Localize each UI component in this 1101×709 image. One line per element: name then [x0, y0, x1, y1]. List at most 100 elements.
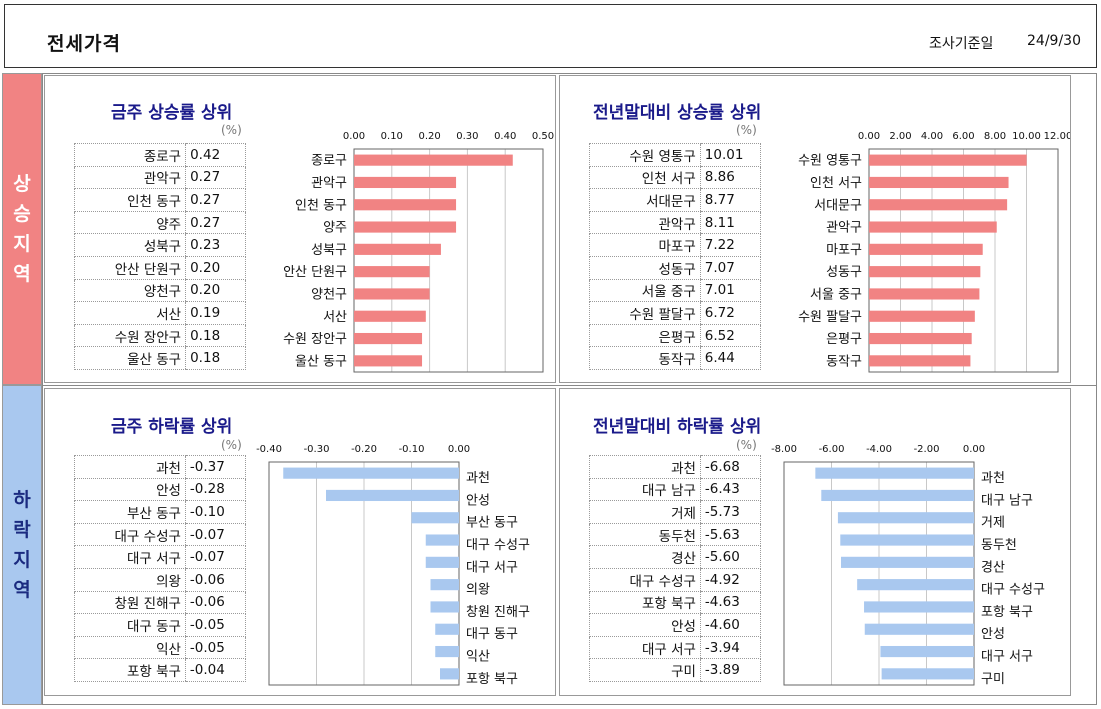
rate-value: -4.92	[699, 567, 762, 592]
tick-label: 0.40	[494, 131, 516, 142]
bar	[857, 579, 974, 591]
rate-value: 7.01	[699, 278, 762, 303]
bar	[880, 645, 974, 658]
table-row: 수원 장안구 0.18	[73, 323, 246, 348]
region-name: 창원 진해구	[74, 590, 186, 615]
bar	[354, 310, 426, 322]
tick-label: 2.00	[889, 131, 911, 142]
tick-label: 0.00	[963, 444, 985, 455]
tick-label: -0.40	[256, 444, 282, 455]
tick-label: 0.00	[858, 131, 880, 142]
bar	[425, 556, 459, 568]
plot-frame	[868, 148, 1059, 373]
category-label: 인천 동구	[295, 198, 347, 213]
table-row: 서산 0.19	[73, 301, 246, 325]
table-row: 안성 -0.28	[74, 477, 247, 502]
bar	[840, 534, 974, 546]
category-label: 대구 서구	[981, 649, 1033, 664]
bar	[869, 176, 1009, 189]
category-label: 포항 북구	[466, 672, 518, 687]
rate-value: 7.22	[699, 233, 762, 257]
rate-value: 0.42	[185, 143, 246, 167]
category-label: 대구 수성구	[981, 583, 1045, 598]
bar	[821, 489, 974, 502]
region-name: 양천구	[73, 278, 186, 303]
plot-frame	[783, 461, 975, 686]
rate-value: -6.68	[699, 455, 762, 479]
bar	[326, 489, 459, 502]
bar	[354, 355, 423, 367]
table-row: 포항 북구 -0.04	[74, 658, 247, 682]
region-name: 부산 동구	[74, 500, 186, 524]
bar	[425, 534, 459, 546]
tick-label: 4.00	[921, 131, 943, 142]
rate-value: -0.10	[184, 500, 247, 524]
rate-value: 0.27	[185, 188, 246, 212]
tick-label: 12.00	[1044, 131, 1071, 142]
rate-value: 0.20	[185, 278, 246, 303]
region-name: 안성	[589, 613, 701, 637]
category-label: 안산 단원구	[283, 265, 347, 280]
region-name: 과천	[74, 455, 186, 479]
region-name: 종로구	[73, 143, 186, 167]
region-name: 대구 서구	[74, 545, 186, 569]
region-name: 수원 영통구	[589, 143, 701, 167]
region-name: 서울 중구	[589, 278, 701, 303]
table-row: 성북구 0.23	[73, 233, 246, 257]
rate-value: -3.89	[699, 658, 762, 682]
rate-value: -0.05	[184, 613, 247, 637]
rate-value: -0.04	[184, 658, 247, 682]
rate-value: 7.07	[699, 255, 762, 280]
table-row: 마포구 7.22	[589, 233, 762, 257]
table-row: 인천 서구 8.86	[589, 165, 762, 190]
table-row: 대구 남구 -6.43	[589, 477, 762, 502]
region-name: 대구 남구	[589, 477, 701, 502]
tick-label: -0.20	[351, 444, 377, 455]
rate-value: 6.52	[699, 323, 762, 348]
table-row: 서대문구 8.77	[589, 188, 762, 212]
tick-label: -6.00	[819, 444, 845, 455]
category-label: 대구 서구	[466, 560, 518, 575]
ranking-table: 종로구 0.42 관악구 0.27 인천 동구 0.27 양주 0.27 성북구 0.23 안산 단…	[73, 143, 246, 370]
table-row: 의왕 -0.06	[74, 567, 247, 592]
tick-label: -0.30	[304, 444, 330, 455]
panel-title: 금주 상승률 상위	[111, 103, 233, 123]
category-label: 과천	[981, 471, 1005, 486]
rate-value: 0.18	[185, 323, 246, 348]
bar	[869, 332, 972, 345]
tick-label: 0.30	[456, 131, 478, 142]
category-label: 은평구	[826, 332, 862, 347]
bar	[881, 668, 974, 680]
ranking-table: 과천 -6.68 대구 남구 -6.43 거제 -5.73 동두천 -5.63 경산 -5.60 대…	[589, 455, 762, 682]
table-row: 은평구 6.52	[589, 323, 762, 348]
category-label: 양주	[323, 221, 347, 236]
category-label: 동작구	[826, 354, 862, 369]
region-name: 안성	[74, 477, 186, 502]
bar	[354, 221, 457, 233]
region-name: 양주	[73, 210, 186, 235]
rate-value: -4.60	[699, 613, 762, 637]
tick-label: 0.00	[343, 131, 365, 142]
table-row: 부산 동구 -0.10	[74, 500, 247, 524]
page-title: 전세가격	[47, 33, 121, 55]
table-row: 서울 중구 7.01	[589, 278, 762, 303]
survey-date-label: 조사기준일	[929, 36, 994, 52]
bar	[354, 154, 513, 166]
category-label: 양천구	[311, 287, 347, 302]
rate-value: 0.27	[185, 210, 246, 235]
rate-value: -0.28	[184, 477, 247, 502]
category-label: 과천	[466, 471, 490, 486]
rate-value: 0.27	[185, 165, 246, 190]
bar	[869, 266, 981, 278]
panel-ytd-rise: 전년말대비 상승률 상위 (%) 수원 영통구 10.01 인천 서구 8.86 서대문…	[559, 75, 1071, 383]
rate-value: -0.06	[184, 590, 247, 615]
category-label: 거제	[981, 516, 1005, 531]
ranking-table: 과천 -0.37 안성 -0.28 부산 동구 -0.10 대구 수성구 -0.07 대구 서구…	[74, 455, 247, 682]
tick-label: 6.00	[952, 131, 974, 142]
table-row: 안성 -4.60	[589, 613, 762, 637]
tick-label: 10.00	[1012, 131, 1041, 142]
bar	[869, 199, 1008, 211]
unit-label: (%)	[736, 123, 757, 137]
